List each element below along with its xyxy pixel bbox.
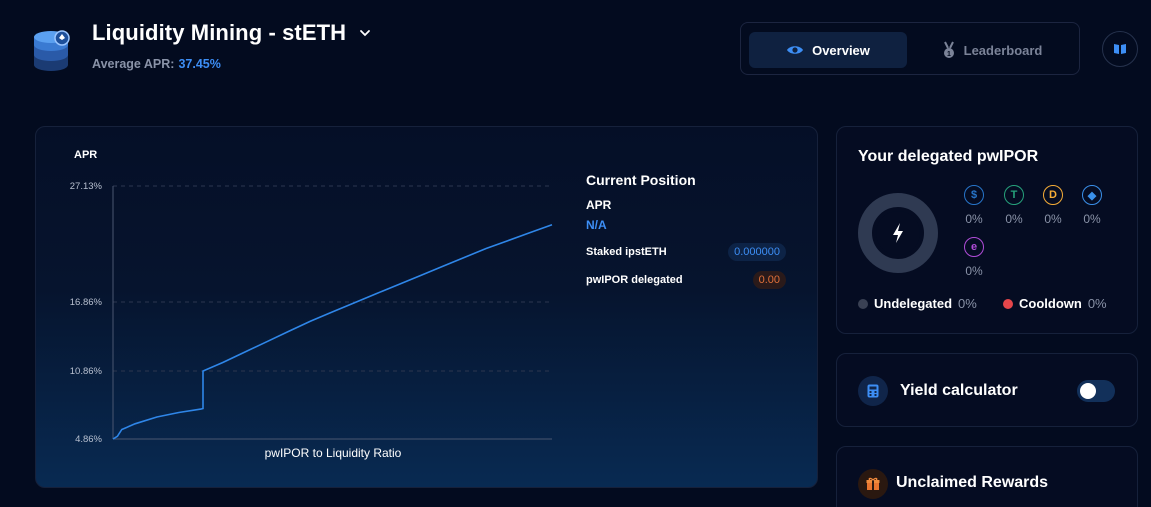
chevron-down-icon[interactable] bbox=[358, 26, 372, 40]
unclaimed-rewards-card: Unclaimed Rewards bbox=[836, 446, 1138, 507]
cooldown-legend: Cooldown 0% bbox=[1003, 296, 1107, 311]
cooldown-label: Cooldown bbox=[1019, 296, 1082, 311]
y-tick-label: 27.13% bbox=[70, 181, 103, 192]
usdc-icon: $ bbox=[964, 185, 984, 205]
average-apr-label: Average APR: bbox=[92, 57, 175, 71]
apr-series-line bbox=[112, 223, 553, 440]
undelegated-pct: 0% bbox=[958, 296, 977, 311]
toggle-knob bbox=[1080, 383, 1096, 399]
view-tabs: Overview 1 Leaderboard bbox=[740, 22, 1080, 75]
delegated-asset-pct: 0% bbox=[1005, 212, 1023, 226]
position-apr-label: APR bbox=[586, 198, 612, 212]
delegated-asset-pct: 0% bbox=[965, 212, 983, 226]
staked-row: Staked ipstETH 0.000000 bbox=[586, 242, 786, 262]
delegated-asset-pct: 0% bbox=[1083, 212, 1101, 226]
yield-calculator-card: Yield calculator bbox=[836, 353, 1138, 427]
y-tick-label: 4.86% bbox=[75, 434, 102, 445]
undelegated-label: Undelegated bbox=[874, 296, 953, 311]
delegated-label: pwIPOR delegated bbox=[586, 274, 683, 286]
cooldown-dot bbox=[1003, 298, 1013, 309]
delegated-asset: e 0% bbox=[959, 237, 989, 278]
staked-label: Staked ipstETH bbox=[586, 246, 667, 258]
delegated-value: 0.00 bbox=[752, 271, 786, 289]
delegation-donut bbox=[858, 193, 938, 273]
svg-text:1: 1 bbox=[947, 51, 951, 58]
current-position-title: Current Position bbox=[586, 172, 696, 188]
delegated-asset: ◆ 0% bbox=[1077, 185, 1107, 226]
docs-button[interactable] bbox=[1102, 31, 1138, 67]
y-tick-label: 16.86% bbox=[70, 297, 103, 308]
delegated-row: pwIPOR delegated 0.00 bbox=[586, 270, 786, 290]
delegated-asset-pct: 0% bbox=[965, 264, 983, 278]
delegated-asset: T 0% bbox=[999, 185, 1029, 226]
tab-overview[interactable]: Overview bbox=[749, 32, 907, 68]
delegated-asset-pct: 0% bbox=[1044, 212, 1062, 226]
dai-icon: D bbox=[1043, 185, 1063, 205]
current-position: Current Position APR N/A Staked ipstETH … bbox=[586, 172, 786, 290]
apr-chart-card: APR 27.13% 16.86% 10.86% 4.86% pwIPOR to Li… bbox=[35, 126, 818, 488]
staked-value: 0.000000 bbox=[728, 243, 786, 261]
steth-icon: ◆ bbox=[1082, 185, 1102, 205]
delegated-asset: $0% bbox=[959, 185, 989, 226]
calculator-icon bbox=[858, 376, 888, 406]
book-icon bbox=[1114, 44, 1126, 54]
medal-icon: 1 bbox=[943, 41, 954, 58]
tab-overview-label: Overview bbox=[812, 42, 870, 58]
delegated-asset: D 0% bbox=[1038, 185, 1068, 226]
yield-calculator-title: Yield calculator bbox=[900, 382, 1018, 399]
gift-icon bbox=[858, 469, 888, 499]
delegated-pwipor-card: Your delegated pwIPOR $0% T 0% D 0% ◆ 0% e 0% Un… bbox=[836, 126, 1138, 334]
steth-pool-logo-icon bbox=[34, 30, 70, 71]
eye-icon bbox=[787, 46, 804, 54]
x-axis-title: pwIPOR to Liquidity Ratio bbox=[265, 446, 402, 460]
delegated-title: Your delegated pwIPOR bbox=[858, 148, 1039, 165]
page-title: Liquidity Mining - stETH bbox=[92, 20, 347, 45]
yield-calculator-toggle[interactable] bbox=[1077, 380, 1115, 402]
y-tick-label: 10.86% bbox=[70, 366, 103, 377]
cooldown-pct: 0% bbox=[1087, 296, 1107, 311]
lightning-icon bbox=[893, 223, 903, 243]
undelegated-dot bbox=[858, 298, 868, 309]
weeth-icon: e bbox=[964, 237, 984, 257]
usdt-icon: T bbox=[1004, 185, 1024, 205]
undelegated-legend: Undelegated 0% bbox=[858, 296, 977, 311]
tab-leaderboard-label: Leaderboard bbox=[963, 42, 1043, 58]
tab-leaderboard[interactable]: 1 Leaderboard bbox=[917, 32, 1067, 68]
average-apr: Average APR: 37.45% bbox=[92, 57, 221, 71]
position-apr-value: N/A bbox=[586, 218, 607, 232]
apr-chart: APR 27.13% 16.86% 10.86% 4.86% pwIPOR to Li… bbox=[70, 149, 553, 460]
y-axis-title: APR bbox=[74, 149, 97, 161]
average-apr-value: 37.45% bbox=[178, 57, 221, 71]
unclaimed-rewards-title: Unclaimed Rewards bbox=[896, 474, 1049, 491]
